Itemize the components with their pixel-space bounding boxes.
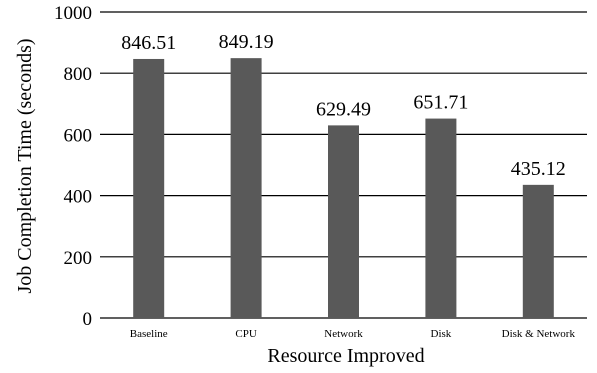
y-tick-label: 1000: [54, 3, 92, 24]
bar: [328, 125, 359, 318]
bar: [522, 184, 554, 318]
y-axis-title: Job Completion Time (seconds): [14, 38, 36, 293]
x-tick-label: CPU: [235, 328, 256, 340]
y-tick-label: 600: [64, 125, 93, 146]
x-tick-label: Network: [324, 328, 363, 340]
data-label: 435.12: [511, 158, 566, 180]
data-label: 849.19: [219, 31, 274, 53]
data-label: 629.49: [316, 98, 371, 120]
x-axis-title: Resource Improved: [267, 345, 424, 367]
data-label: 846.51: [121, 32, 176, 54]
y-tick-label: 200: [64, 248, 93, 269]
bar: [133, 58, 165, 318]
y-axis-ticks: 0 200 400 600 800 1000: [54, 3, 92, 330]
bar: [425, 118, 457, 318]
x-tick-label: Disk & Network: [502, 328, 576, 340]
x-axis-ticks: Baseline CPU Network Disk Disk & Network: [130, 328, 576, 340]
data-labels: 846.51 849.19 629.49 651.71 435.12: [121, 31, 566, 180]
y-tick-label: 0: [83, 309, 93, 330]
bar: [230, 58, 262, 319]
data-label: 651.71: [413, 92, 468, 114]
x-tick-label: Disk: [431, 328, 452, 340]
y-tick-label: 800: [64, 64, 93, 85]
x-tick-label: Baseline: [130, 328, 168, 340]
bars: [133, 58, 554, 319]
y-tick-label: 400: [64, 187, 93, 208]
